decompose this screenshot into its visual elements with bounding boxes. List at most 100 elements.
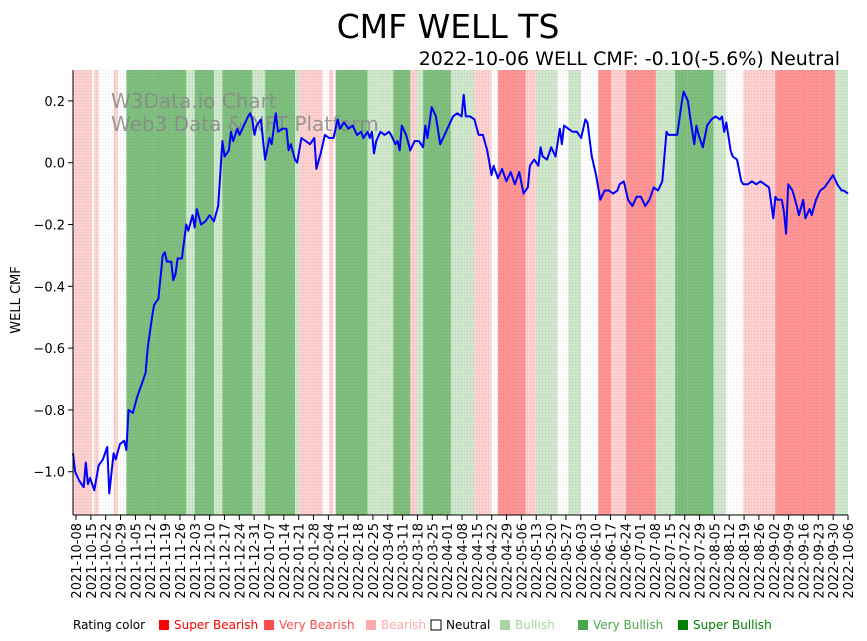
- rating-band-38: [743, 70, 776, 515]
- rating-band-23: [474, 70, 492, 515]
- watermark: W3Data.io Chart Web3 Data & NFT Platform: [111, 89, 379, 136]
- x-tick-label: 2021-11-05: [129, 523, 144, 599]
- rating-band-14: [329, 70, 334, 515]
- rating-band-13: [299, 70, 323, 515]
- legend-swatch-super_bearish: [159, 620, 169, 630]
- x-tick-label: 2022-01-14: [278, 523, 293, 599]
- x-tick-label: 2022-03-04: [382, 523, 397, 599]
- x-ticks: 2021-10-08 2021-10-15 2021-10-22 2021-10-29…: [70, 515, 857, 599]
- x-tick-label: 2022-07-08: [649, 523, 664, 599]
- rating-band-10: [252, 70, 266, 515]
- rating-band-42: [835, 70, 848, 515]
- x-tick-label: 2022-01-28: [308, 523, 323, 599]
- rating-band-21: [423, 70, 451, 515]
- x-tick-label: 2022-02-18: [352, 523, 367, 599]
- x-tick-label: 2021-11-26: [174, 523, 189, 599]
- x-tick-label: 2022-03-18: [411, 523, 426, 599]
- legend-label-bearish: Bearish: [381, 618, 426, 632]
- x-tick-label: 2022-06-03: [575, 523, 590, 599]
- rating-band-6: [186, 70, 195, 515]
- x-tick-label: 2022-09-09: [783, 523, 798, 599]
- rating-band-17: [376, 70, 394, 515]
- x-tick-label: 2022-03-25: [426, 523, 441, 599]
- x-tick-label: 2022-09-23: [812, 523, 827, 599]
- x-tick-label: 2021-12-17: [218, 523, 233, 599]
- legend-label-neutral: Neutral: [446, 618, 490, 632]
- x-tick-label: 2022-09-02: [768, 523, 783, 599]
- watermark-line-1: W3Data.io Chart: [111, 89, 277, 113]
- x-tick-label: 2022-07-01: [634, 523, 649, 599]
- rating-band-7: [194, 70, 214, 515]
- rating-band-12: [295, 70, 300, 515]
- x-tick-label: 2022-02-04: [322, 523, 337, 599]
- x-tick-label: 2021-12-10: [204, 523, 219, 599]
- x-tick-label: 2022-05-20: [545, 523, 560, 599]
- x-tick-label: 2022-01-21: [293, 523, 308, 599]
- x-tick-label: 2022-04-01: [441, 523, 456, 599]
- rating-band-18: [393, 70, 411, 515]
- legend-swatch-bearish: [366, 620, 376, 630]
- legend-swatch-very_bullish: [578, 620, 588, 630]
- rating-band-24: [497, 70, 526, 515]
- rating-band-8: [213, 70, 223, 515]
- rating-band-33: [655, 70, 676, 515]
- rating-band-15: [335, 70, 368, 515]
- x-tick-label: 2022-02-11: [337, 523, 352, 599]
- rating-band-32: [625, 70, 656, 515]
- y-tick-label: −0.8: [33, 404, 65, 419]
- x-tick-label: 2022-08-05: [708, 523, 723, 599]
- rating-band-0: [73, 70, 93, 515]
- rating-band-9: [222, 70, 253, 515]
- x-tick-label: 2021-11-19: [159, 523, 174, 599]
- x-tick-label: 2022-07-22: [679, 523, 694, 599]
- x-tick-label: 2022-03-11: [397, 523, 412, 599]
- x-tick-label: 2022-09-16: [797, 523, 812, 599]
- x-tick-label: 2021-12-03: [189, 523, 204, 599]
- legend-swatch-very_bearish: [264, 620, 274, 630]
- x-tick-label: 2021-11-12: [144, 523, 159, 599]
- rating-band-25: [525, 70, 537, 515]
- x-tick-label: 2022-08-26: [753, 523, 768, 599]
- rating-band-19: [410, 70, 417, 515]
- x-tick-label: 2022-04-08: [456, 523, 471, 599]
- x-tick-label: 2021-12-31: [248, 523, 263, 599]
- legend-title: Rating color: [73, 618, 145, 632]
- rating-legend: Rating color Super Bearish Very Bearish Be…: [73, 618, 772, 632]
- y-tick-label: −0.4: [33, 280, 65, 295]
- x-tick-label: 2022-04-22: [486, 523, 501, 599]
- cmf-series-line: [72, 90, 849, 495]
- legend-label-very_bearish: Very Bearish: [279, 618, 355, 632]
- rating-band-22: [450, 70, 475, 515]
- x-tick-label: 2022-07-15: [664, 523, 679, 599]
- x-tick-label: 2022-04-15: [471, 523, 486, 599]
- y-tick-label: −0.6: [33, 342, 65, 357]
- x-tick-label: 2022-05-13: [530, 523, 545, 599]
- x-tick-label: 2022-07-29: [694, 523, 709, 599]
- chart-title: CMF WELL TS: [337, 7, 560, 46]
- rating-bands: [73, 70, 848, 515]
- x-tick-label: 2021-10-08: [70, 523, 85, 599]
- rating-band-1: [94, 70, 99, 515]
- x-tick-label: 2021-10-29: [115, 523, 130, 599]
- rating-band-34: [675, 70, 688, 515]
- legend-swatch-neutral: [430, 619, 442, 631]
- x-tick-label: 2022-06-24: [619, 523, 634, 599]
- rating-band-11: [265, 70, 296, 515]
- legend-label-super_bearish: Super Bearish: [174, 618, 258, 632]
- rating-band-28: [568, 70, 582, 515]
- vertical-gridlines: [72, 70, 848, 515]
- rating-band-26: [536, 70, 558, 515]
- y-tick-label: −0.2: [33, 219, 65, 234]
- legend-swatch-super_bullish: [678, 620, 688, 630]
- x-tick-label: 2022-09-30: [827, 523, 842, 599]
- legend-label-bullish: Bullish: [515, 618, 555, 632]
- x-tick-label: 2022-02-25: [367, 523, 382, 599]
- x-tick-label: 2022-06-17: [604, 523, 619, 599]
- rating-band-40: [794, 70, 821, 515]
- x-tick-label: 2021-10-15: [85, 523, 100, 599]
- rating-band-16: [367, 70, 377, 515]
- x-tick-label: 2022-06-10: [590, 523, 605, 599]
- x-tick-label: 2022-05-06: [515, 523, 530, 599]
- rating-band-41: [820, 70, 836, 515]
